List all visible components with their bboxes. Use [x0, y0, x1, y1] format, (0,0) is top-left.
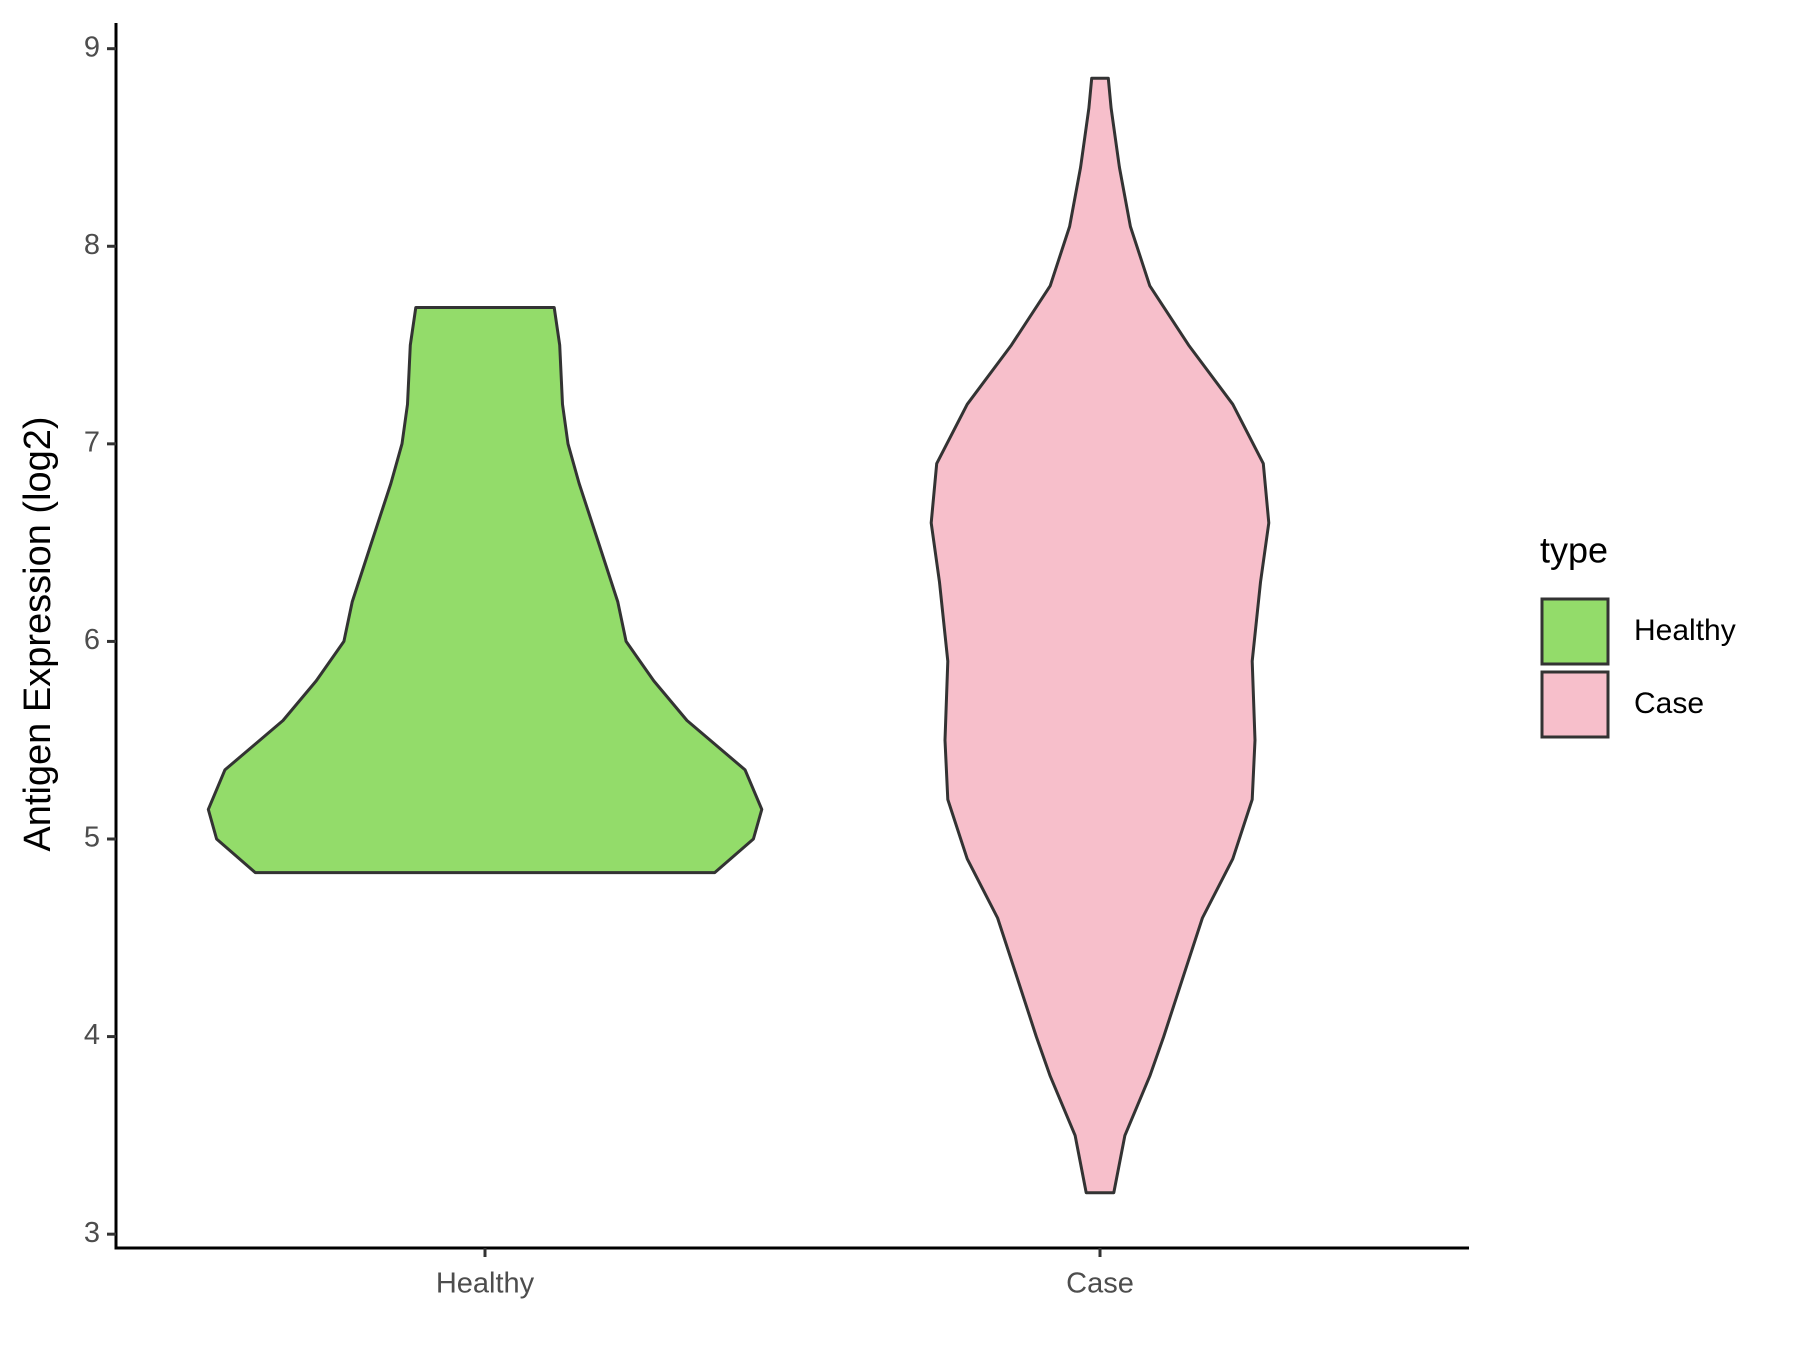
y-tick-label: 3: [84, 1217, 100, 1249]
y-tick-label: 8: [84, 229, 100, 261]
legend-title: type: [1540, 530, 1608, 571]
x-tick-label: Case: [1066, 1268, 1134, 1300]
violin: [206, 306, 764, 875]
legend-label: Case: [1634, 687, 1704, 720]
y-tick-label: 5: [84, 822, 100, 854]
violin: [929, 76, 1271, 1195]
legend-key: [1540, 597, 1610, 666]
y-tick-label: 9: [84, 31, 100, 63]
y-tick-label: 6: [84, 624, 100, 656]
y-tick-label: 7: [84, 427, 100, 459]
y-tick-label: 4: [84, 1019, 100, 1051]
x-tick-label: Healthy: [436, 1268, 535, 1300]
legend-key: [1540, 670, 1610, 739]
y-axis-title: Antigen Expression (log2): [17, 416, 59, 851]
legend-label: Healthy: [1634, 614, 1736, 647]
